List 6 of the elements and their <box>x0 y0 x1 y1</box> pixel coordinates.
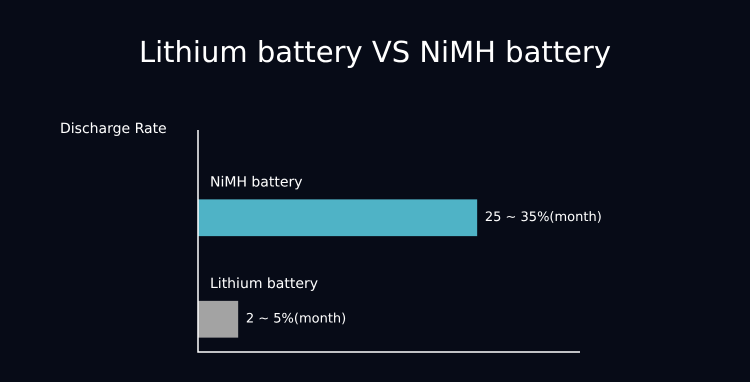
chart-title: Lithium battery VS NiMH battery <box>138 35 612 69</box>
y-axis-title: Discharge Rate <box>60 121 167 137</box>
y-tick-label: Lithium battery <box>210 276 318 292</box>
y-tick-label: NiMH battery <box>210 174 303 190</box>
data-label: 25 ~ 35%(month) <box>484 210 602 226</box>
data-label: 2 ~ 5%(month) <box>246 312 346 327</box>
